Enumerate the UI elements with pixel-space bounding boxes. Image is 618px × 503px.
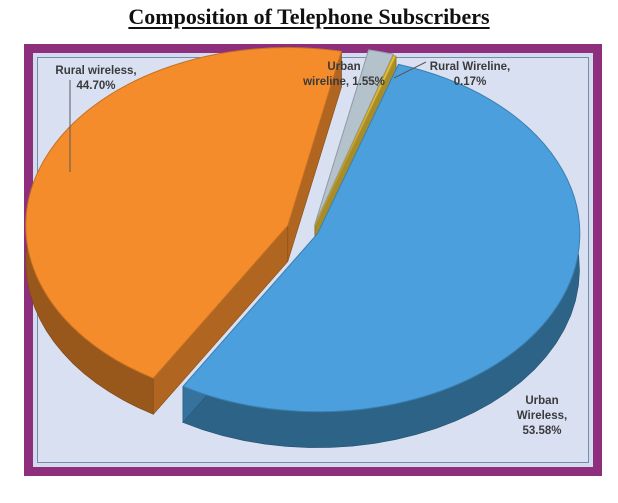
- pie-slice-urban-wireline: [314, 49, 395, 225]
- slice-label-rural-wireline: Rural Wireline, 0.17%: [430, 61, 510, 88]
- leader-line-3: [367, 77, 379, 87]
- slice-label-urban-wireline: Urban wireline, 1.55%: [302, 61, 385, 88]
- slice-label-rural-wireless: Rural wireless, 44.70%: [55, 65, 136, 92]
- slice-label-urban-wireless: Urban Wireless, 53.58%: [517, 395, 567, 437]
- leader-line-4: [393, 61, 427, 79]
- chart-title: Composition of Telephone Subscribers: [128, 4, 490, 29]
- pie-slice-rural-wireline: [314, 55, 397, 226]
- pie-slice-rural-wireless: [25, 47, 343, 379]
- pie-slice-urban-wireless: [182, 63, 581, 413]
